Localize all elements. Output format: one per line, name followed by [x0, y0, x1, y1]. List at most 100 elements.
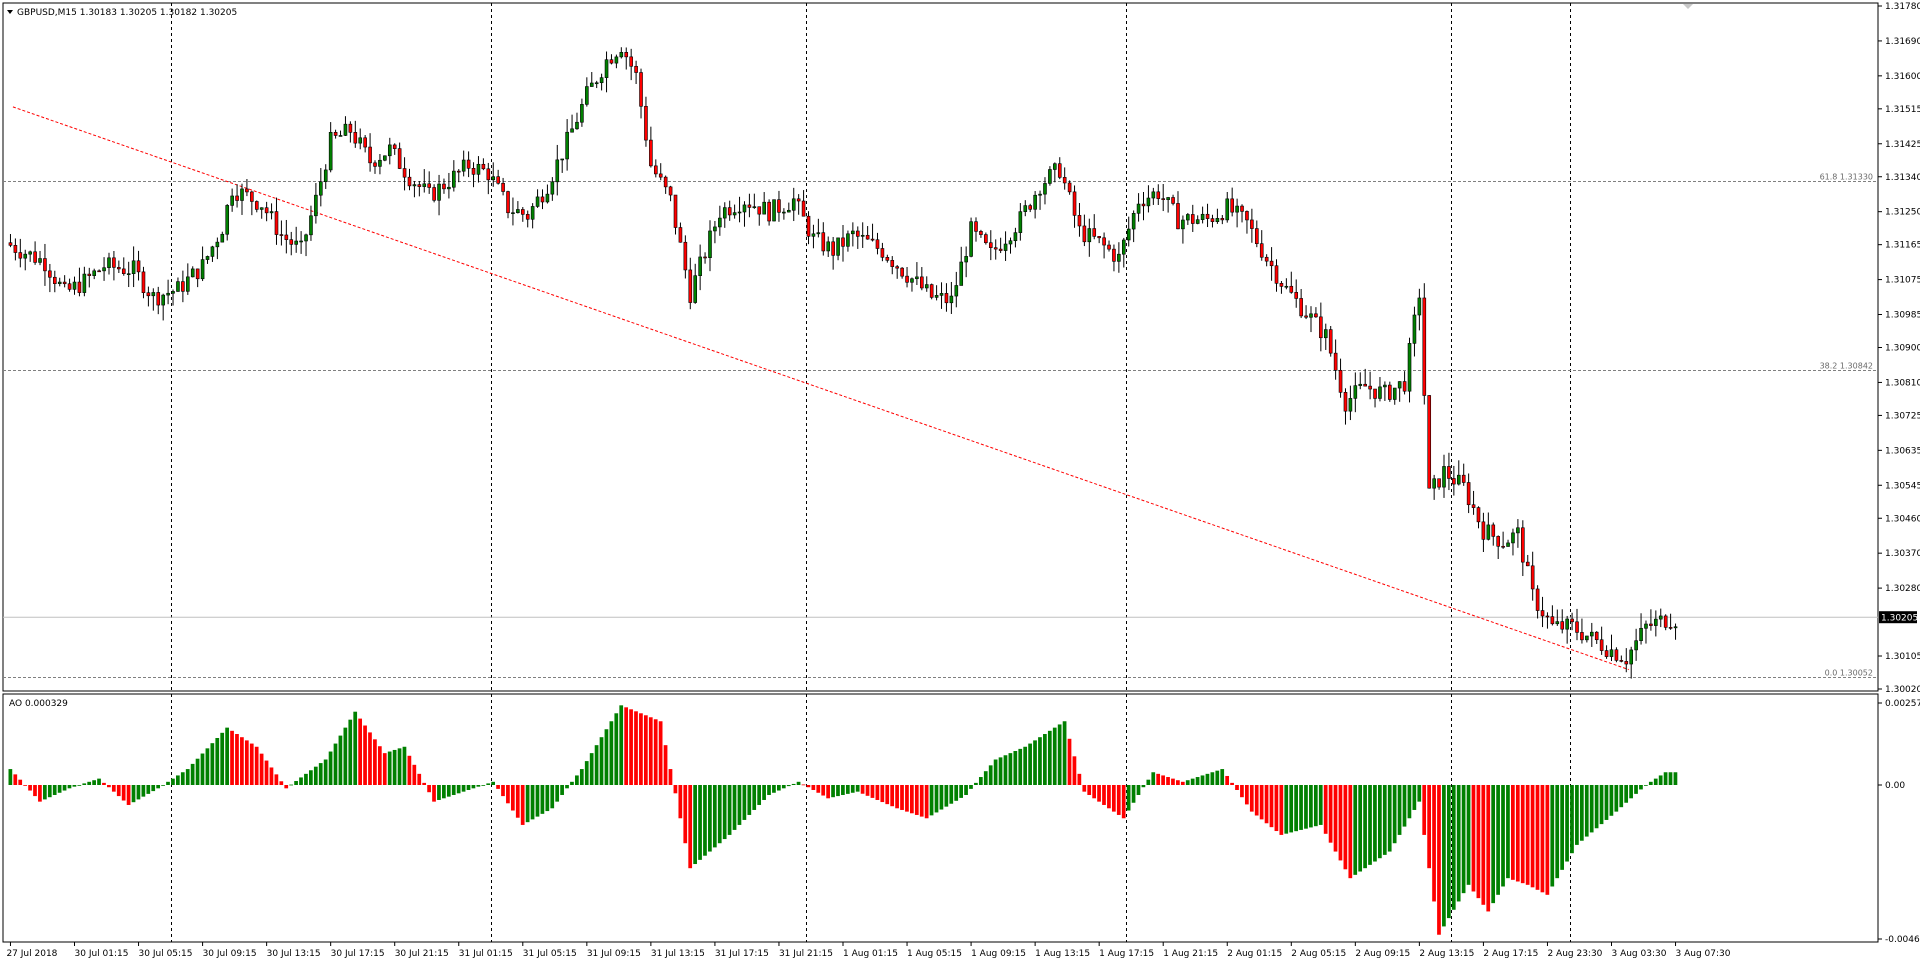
candle-body: [432, 187, 436, 201]
ao-bar: [841, 785, 845, 795]
ao-bar: [1456, 785, 1461, 902]
ao-bar: [200, 753, 205, 785]
candle-body: [1432, 478, 1436, 489]
candle-body: [447, 186, 451, 190]
candle-body: [1097, 236, 1101, 239]
candle-body: [516, 209, 520, 214]
candle-body: [865, 234, 870, 240]
ao-bar: [969, 785, 973, 789]
candle-body: [703, 256, 707, 259]
fibonacci-level-label: 0.0 1.30052: [1825, 669, 1873, 678]
candle-body: [387, 144, 392, 157]
candle-body: [954, 285, 959, 297]
price-pane[interactable]: [2, 2, 1879, 692]
dropdown-arrow-icon[interactable]: [7, 10, 13, 14]
time-axis[interactable]: 27 Jul 2018 30 Jul 01:15 30 Jul 05:15 30 Ju…: [6, 942, 1731, 959]
ao-bar: [328, 751, 333, 785]
ao-bar: [1097, 785, 1101, 802]
candle-body: [831, 241, 835, 256]
scroll-marker-icon[interactable]: [1683, 4, 1693, 9]
ao-bar: [1629, 785, 1633, 799]
price-tick-label: 1.31690: [1885, 37, 1920, 47]
ao-bar: [752, 785, 757, 810]
ao-bar: [698, 785, 702, 860]
ao-bar: [1530, 785, 1535, 888]
candle-body: [1294, 292, 1299, 299]
ao-bar: [811, 785, 816, 790]
candle-body: [126, 273, 131, 275]
ao-bar: [180, 772, 185, 785]
ao-bar: [1279, 785, 1284, 835]
candle-body: [1038, 193, 1042, 196]
ao-bar: [1668, 772, 1673, 785]
trend-line[interactable]: [12, 106, 1629, 671]
ao-bar: [1343, 785, 1348, 870]
price-tick-label: 1.30725: [1885, 411, 1920, 421]
price-axis[interactable]: 1.31780 1.31690 1.31600 1.31515 1.31425 1.313…: [1878, 2, 1920, 695]
candle-body: [299, 240, 303, 243]
ao-bar: [1594, 785, 1599, 829]
candle-body: [535, 196, 540, 207]
ao-bar: [456, 785, 461, 794]
ao-bar: [417, 773, 422, 785]
ao-bar: [18, 779, 23, 785]
candle-body: [1609, 649, 1614, 657]
ao-bar: [510, 785, 515, 811]
candle-body: [787, 209, 791, 213]
candle-body: [1117, 253, 1121, 262]
ao-bar: [1318, 785, 1323, 825]
candle-body: [1397, 381, 1402, 389]
ao-bar: [737, 785, 742, 825]
candle-body: [580, 104, 584, 123]
ao-bar: [1624, 785, 1629, 803]
indicator-tick-label: 0.002573: [1885, 699, 1920, 709]
candle-body: [471, 167, 476, 175]
candle-body: [619, 52, 624, 58]
ao-bar: [629, 709, 633, 785]
ao-bar: [1535, 785, 1540, 890]
candle-body: [294, 240, 298, 245]
ao-bar: [870, 785, 875, 798]
candle-body: [1200, 213, 1205, 220]
ao-bar: [481, 785, 486, 786]
ao-bar: [1047, 730, 1052, 785]
ao-bar: [1511, 785, 1515, 880]
ao-bar: [791, 783, 796, 785]
candle-body: [550, 181, 555, 195]
candle-body: [407, 176, 412, 187]
ao-bar: [1244, 785, 1249, 805]
time-tick-label: 1 Aug 13:15: [1035, 949, 1090, 959]
ao-bar: [575, 775, 579, 785]
ao-bar: [1555, 785, 1560, 879]
ao-bar: [1131, 785, 1136, 803]
candle-body: [767, 201, 771, 222]
price-tick-label: 1.31780: [1885, 2, 1920, 12]
ao-bar: [1161, 775, 1165, 785]
ao-bar: [949, 785, 954, 804]
ao-bar: [1151, 772, 1156, 785]
candle-body: [545, 193, 550, 203]
candle-body: [629, 56, 633, 67]
candle-body: [678, 227, 683, 243]
candle-body: [668, 186, 673, 196]
candle-body: [1654, 618, 1658, 626]
ao-bar: [1422, 785, 1427, 835]
grid-lines: [3, 3, 1878, 942]
ao-bar: [8, 769, 13, 785]
ao-bar: [111, 785, 116, 792]
candle-body: [33, 251, 37, 263]
ao-bar: [1387, 785, 1392, 852]
ao-bar: [1427, 785, 1431, 869]
candle-body: [1028, 205, 1032, 210]
candle-body: [1530, 565, 1535, 590]
candle-body: [1043, 183, 1047, 195]
candle-body: [1018, 211, 1023, 233]
fibonacci-levels: 61.8 1.31330 38.2 1.30842 0.0 1.30052: [3, 173, 1878, 678]
ao-bar: [816, 785, 821, 793]
ao-bar: [1658, 775, 1663, 785]
candle-body: [920, 276, 924, 289]
candle-body: [594, 82, 599, 85]
ao-bar: [801, 784, 806, 786]
ao-bar: [1476, 785, 1481, 899]
